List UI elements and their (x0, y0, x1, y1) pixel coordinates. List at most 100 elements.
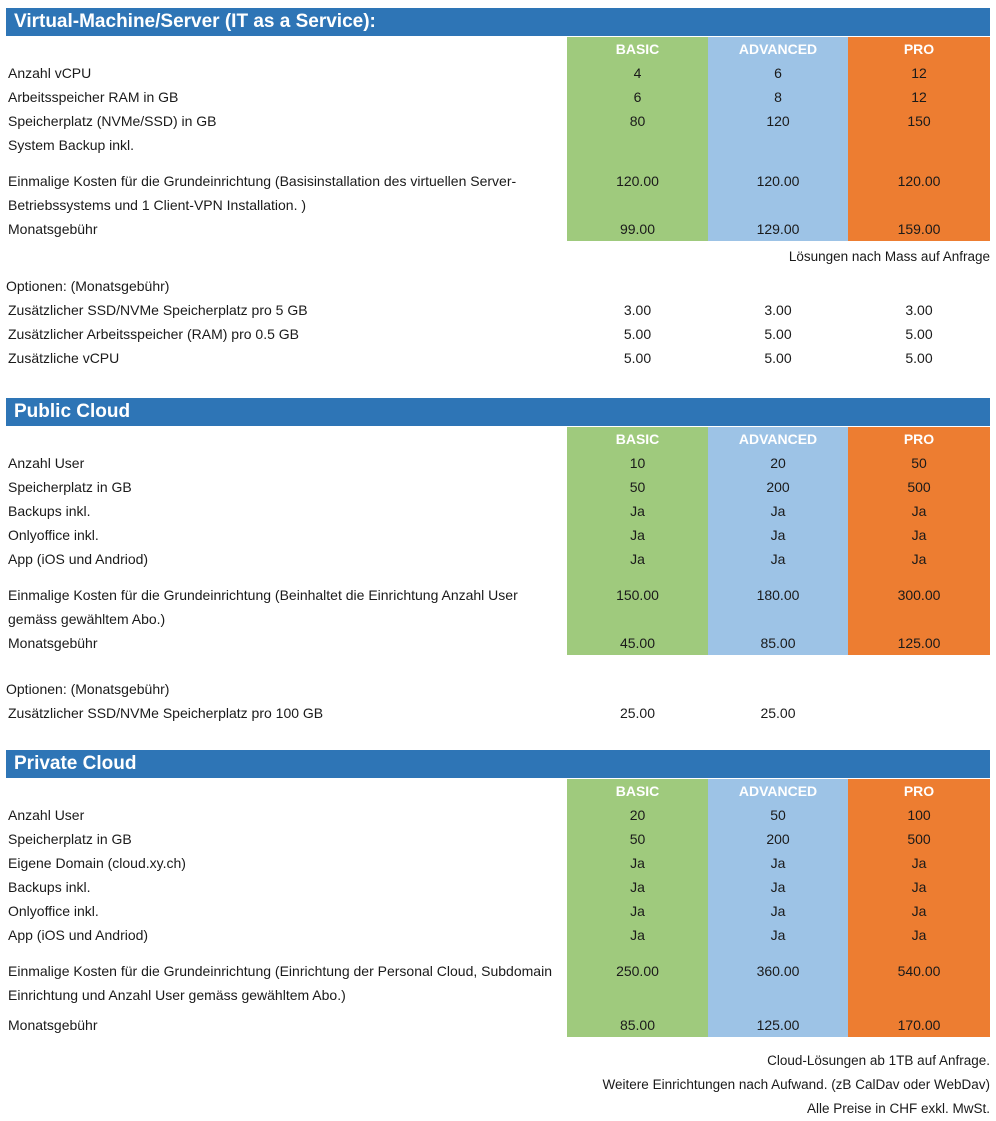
table-row: Anzahl User 10 20 50 (6, 451, 990, 475)
value-cell-pro: Ja (848, 899, 990, 923)
value-cell-basic (567, 571, 708, 583)
value-cell-basic: 5.00 (623, 326, 652, 342)
value-cell-pro (848, 701, 990, 725)
plan-header-advanced: ADVANCED (708, 427, 848, 451)
table-row: System Backup inkl. (6, 133, 990, 157)
value-cell-pro: 540.00 (848, 959, 990, 1007)
row-label: Zusätzlicher SSD/NVMe Speicherplatz pro … (8, 302, 308, 318)
table-row: Speicherplatz in GB 50 200 500 (6, 827, 990, 851)
plan-header-row: BASIC ADVANCED PRO (6, 427, 990, 451)
value-cell-basic: 4 (567, 61, 708, 85)
value-cell-basic: 5.00 (623, 350, 652, 366)
value-cell-basic: 50 (567, 827, 708, 851)
value-cell-advanced: 360.00 (708, 959, 848, 1007)
value-cell-basic (567, 157, 708, 169)
section-title-bar-vm-server: Virtual-Machine/Server (IT as a Service)… (6, 8, 990, 36)
value-cell-pro: 120.00 (848, 169, 990, 217)
row-label: Monatsgebühr (8, 635, 98, 651)
table-row: Anzahl vCPU 4 6 12 (6, 61, 990, 85)
row-label: Einmalige Kosten für die Grundeinrichtun… (8, 587, 518, 627)
value-cell-pro: 12 (848, 85, 990, 109)
row-label (6, 427, 567, 451)
value-cell-basic: Ja (567, 899, 708, 923)
value-cell-pro: 100 (848, 803, 990, 827)
footer-note: Alle Preise in CHF exkl. MwSt. (806, 1101, 990, 1116)
value-cell-advanced: 5.00 (764, 350, 792, 366)
table-row: Monatsgebühr 85.00 125.00 170.00 (6, 1013, 990, 1037)
row-label (6, 571, 567, 583)
value-cell-pro (848, 157, 990, 169)
value-cell-advanced (708, 947, 848, 959)
value-cell-pro: 3.00 (905, 302, 933, 318)
value-cell-pro: 5.00 (905, 350, 933, 366)
value-cell-pro (848, 1007, 990, 1013)
public-cloud-table: BASIC ADVANCED PRO Anzahl User 10 20 50 … (6, 427, 990, 655)
option-row: Zusätzliche vCPU 5.00 5.00 5.00 (6, 346, 990, 370)
value-cell-advanced: 200 (708, 827, 848, 851)
value-cell-pro: 125.00 (848, 631, 990, 655)
value-cell-basic: Ja (567, 523, 708, 547)
plan-header-advanced: ADVANCED (708, 779, 848, 803)
row-label: Backups inkl. (8, 879, 91, 895)
option-row: Zusätzlicher Arbeitsspeicher (RAM) pro 0… (6, 322, 990, 346)
value-cell-basic (567, 947, 708, 959)
table-row: Speicherplatz in GB 50 200 500 (6, 475, 990, 499)
value-cell-advanced: 200 (708, 475, 848, 499)
value-cell-advanced (708, 571, 848, 583)
spacer-row (6, 1007, 990, 1013)
value-cell-basic: 20 (567, 803, 708, 827)
table-row: Einmalige Kosten für die Grundeinrichtun… (6, 959, 990, 1007)
value-cell-advanced: 85.00 (708, 631, 848, 655)
spacer-row (6, 947, 990, 959)
plan-header-advanced: ADVANCED (708, 37, 848, 61)
value-cell-advanced: 6 (708, 61, 848, 85)
table-row: Einmalige Kosten für die Grundeinrichtun… (6, 169, 990, 217)
value-cell-basic: 80 (567, 109, 708, 133)
value-cell-basic: 45.00 (567, 631, 708, 655)
row-label: Speicherplatz in GB (8, 479, 132, 495)
footer-notes: Cloud-Lösungen ab 1TB auf Anfrage. Weite… (6, 1049, 990, 1121)
plan-header-basic: BASIC (567, 37, 708, 61)
value-cell-advanced: 25.00 (760, 705, 796, 721)
value-cell-advanced (708, 157, 848, 169)
row-label: Eigene Domain (cloud.xy.ch) (8, 855, 186, 871)
section-title: Private Cloud (14, 753, 137, 774)
value-cell-advanced: 129.00 (708, 217, 848, 241)
plan-header-pro: PRO (848, 37, 990, 61)
value-cell-basic: 3.00 (623, 302, 652, 318)
value-cell-basic: 99.00 (567, 217, 708, 241)
option-row: Zusätzlicher SSD/NVMe Speicherplatz pro … (6, 701, 990, 725)
plan-header-row: BASIC ADVANCED PRO (6, 779, 990, 803)
table-row: Eigene Domain (cloud.xy.ch) Ja Ja Ja (6, 851, 990, 875)
plan-header-basic: BASIC (567, 779, 708, 803)
value-cell-pro: 159.00 (848, 217, 990, 241)
value-cell-pro: 150 (848, 109, 990, 133)
private-cloud-table: BASIC ADVANCED PRO Anzahl User 20 50 100… (6, 779, 990, 1037)
footer-note: Weitere Einrichtungen nach Aufwand. (zB … (602, 1077, 990, 1092)
row-label: Einmalige Kosten für die Grundeinrichtun… (8, 963, 552, 1003)
row-label: Anzahl User (8, 807, 85, 823)
row-label (6, 37, 567, 61)
row-label: App (iOS und Andriod) (8, 927, 149, 943)
spacer-row (6, 571, 990, 583)
value-cell-pro: Ja (848, 923, 990, 947)
value-cell-advanced: Ja (708, 875, 848, 899)
row-label: Monatsgebühr (8, 221, 98, 237)
row-label (6, 947, 567, 959)
value-cell-pro: Ja (848, 523, 990, 547)
value-cell-advanced: Ja (708, 523, 848, 547)
value-cell-advanced: Ja (708, 899, 848, 923)
value-cell-advanced: Ja (708, 851, 848, 875)
row-label: App (iOS und Andriod) (8, 551, 149, 567)
value-cell-advanced: Ja (708, 923, 848, 947)
options-title: Optionen: (Monatsgebühr) (6, 681, 170, 697)
table-row: Onlyoffice inkl. Ja Ja Ja (6, 523, 990, 547)
value-cell-pro: 50 (848, 451, 990, 475)
value-cell-advanced: 50 (708, 803, 848, 827)
vm-server-table: BASIC ADVANCED PRO Anzahl vCPU 4 6 12 Ar… (6, 37, 990, 241)
table-row: Backups inkl. Ja Ja Ja (6, 499, 990, 523)
row-label: Einmalige Kosten für die Grundeinrichtun… (8, 173, 517, 213)
value-cell-basic: 6 (567, 85, 708, 109)
options-title: Optionen: (Monatsgebühr) (6, 278, 170, 294)
row-label: Onlyoffice inkl. (8, 903, 99, 919)
